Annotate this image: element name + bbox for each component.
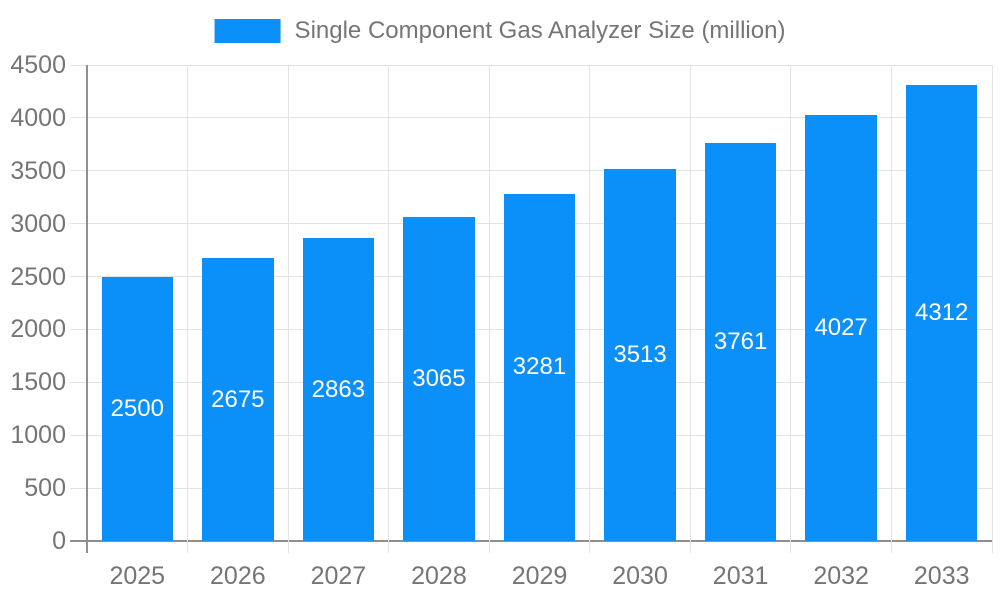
- bar[interactable]: 2500: [101, 276, 174, 541]
- legend-item[interactable]: Single Component Gas Analyzer Size (mill…: [214, 17, 786, 45]
- bar[interactable]: 3065: [403, 216, 475, 541]
- legend-label: Single Component Gas Analyzer Size (mill…: [294, 17, 786, 44]
- x-axis-tick-label: 2031: [712, 562, 769, 590]
- bar-value-label: 3513: [613, 341, 667, 369]
- bar[interactable]: 3281: [503, 193, 576, 541]
- y-axis-tick-label: 0: [52, 527, 66, 555]
- gridline-vertical: [287, 65, 289, 553]
- y-axis-line: [86, 65, 88, 553]
- y-axis-tick-label: 1500: [10, 368, 66, 397]
- bar-value-label: 3065: [412, 364, 466, 392]
- x-axis-tick-label: 2028: [411, 562, 467, 590]
- bar-value-label: 2500: [110, 394, 164, 422]
- x-axis-tick-label: 2027: [310, 562, 367, 590]
- y-axis-tick-label: 2000: [10, 315, 66, 344]
- x-axis-tick-label: 2029: [511, 562, 568, 590]
- x-axis-tick-label: 2025: [109, 562, 166, 590]
- x-axis-line: [70, 540, 992, 542]
- bar-value-label: 4027: [814, 314, 868, 341]
- gridline-vertical: [991, 65, 993, 553]
- gridline-vertical: [187, 65, 189, 553]
- bar[interactable]: 2863: [302, 238, 375, 541]
- y-axis-tick-label: 1000: [10, 421, 66, 450]
- x-axis-tick-label: 2026: [210, 562, 266, 590]
- x-axis-tick-label: 2030: [612, 562, 668, 590]
- gridline-vertical: [689, 65, 691, 553]
- bar[interactable]: 3761: [704, 143, 777, 541]
- bar[interactable]: 4027: [805, 115, 877, 541]
- bar-value-label: 3761: [713, 328, 768, 356]
- plot-area: 0 500 1000 1500 2000 2500 3000 3500 4000 4500 2500…: [10, 51, 993, 590]
- gridline-horizontal: [70, 170, 992, 172]
- legend-swatch: [214, 19, 281, 43]
- gridline-horizontal: [70, 117, 992, 119]
- y-axis-tick-label: 4000: [10, 103, 66, 132]
- gridline-vertical: [589, 65, 591, 553]
- gridline-vertical: [488, 65, 490, 553]
- bar[interactable]: 3513: [604, 169, 676, 541]
- gridline-horizontal: [70, 64, 992, 66]
- bar-value-label: 2863: [311, 375, 366, 403]
- y-axis-tick-label: 2500: [10, 262, 66, 291]
- bar-value-label: 2675: [211, 385, 265, 413]
- gridline-vertical: [890, 65, 892, 553]
- x-axis-tick-label: 2033: [913, 562, 970, 590]
- bar[interactable]: 4312: [905, 84, 978, 541]
- y-axis-tick-label: 4500: [10, 51, 66, 79]
- y-axis-tick-label: 3000: [10, 209, 66, 238]
- bar-value-label: 4312: [915, 298, 969, 326]
- gridline-vertical: [790, 65, 792, 553]
- bar[interactable]: 2675: [202, 258, 274, 541]
- x-axis-tick-label: 2032: [813, 562, 869, 590]
- y-axis-tick-label: 500: [24, 474, 66, 503]
- gridline-vertical: [388, 65, 390, 553]
- bar-value-label: 3281: [512, 353, 567, 381]
- y-axis-tick-label: 3500: [10, 156, 66, 185]
